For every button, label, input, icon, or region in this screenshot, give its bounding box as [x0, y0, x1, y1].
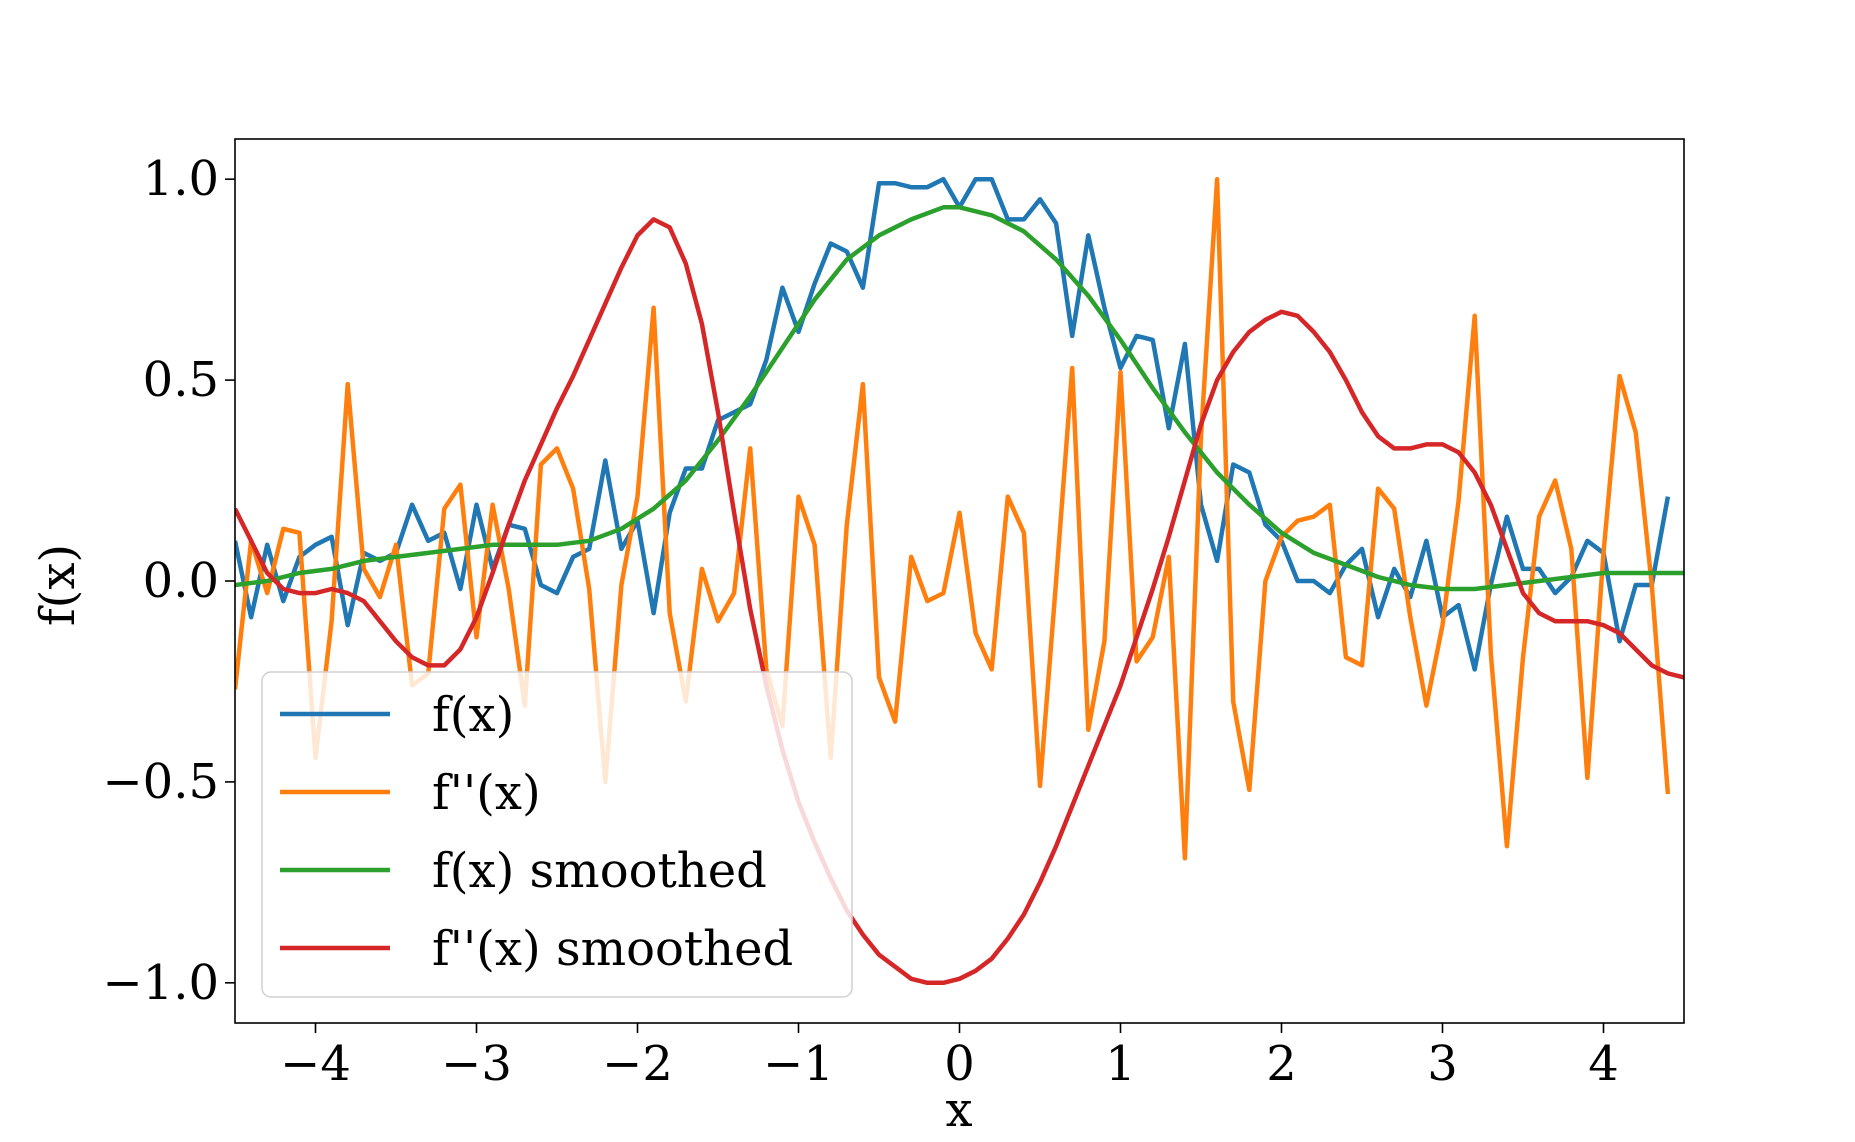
- y-tick-label: −0.5: [102, 754, 219, 810]
- x-tick-label: 3: [1427, 1036, 1458, 1092]
- x-tick-label: −4: [280, 1036, 351, 1092]
- series-line-2: [235, 205, 1684, 592]
- x-tick-label: −3: [441, 1036, 512, 1092]
- x-axis: −4 −3 −2 −1 0 1 2 3 4: [280, 1023, 1619, 1092]
- y-tick-label: −1.0: [102, 955, 219, 1011]
- y-axis: −1.0 −0.5 0.0 0.5 1.0: [102, 151, 235, 1011]
- y-axis-label: f(x): [30, 544, 86, 626]
- legend: f(x) f''(x) f(x) smoothed f''(x) smoothed: [261, 671, 853, 998]
- y-tick-label: 1.0: [143, 151, 219, 207]
- legend-label-1: f''(x): [432, 765, 541, 821]
- x-tick-label: 4: [1588, 1036, 1619, 1092]
- legend-label-0: f(x): [432, 687, 514, 743]
- x-tick-label: −2: [602, 1036, 673, 1092]
- legend-label-2: f(x) smoothed: [432, 843, 767, 899]
- x-tick-label: −1: [763, 1036, 834, 1092]
- legend-box: [261, 671, 853, 998]
- x-tick-label: 0: [944, 1036, 975, 1092]
- legend-label-3: f''(x) smoothed: [432, 921, 793, 977]
- x-axis-label: x: [945, 1082, 972, 1138]
- series-layer: [235, 176, 1684, 986]
- y-tick-label: 0.5: [143, 352, 219, 408]
- series-line-1: [235, 176, 1671, 861]
- series-line-0: [235, 176, 1671, 672]
- series-line-3: [235, 217, 1684, 986]
- x-tick-label: 2: [1266, 1036, 1297, 1092]
- y-tick-label: 0.0: [143, 553, 219, 609]
- x-tick-label: 1: [1105, 1036, 1136, 1092]
